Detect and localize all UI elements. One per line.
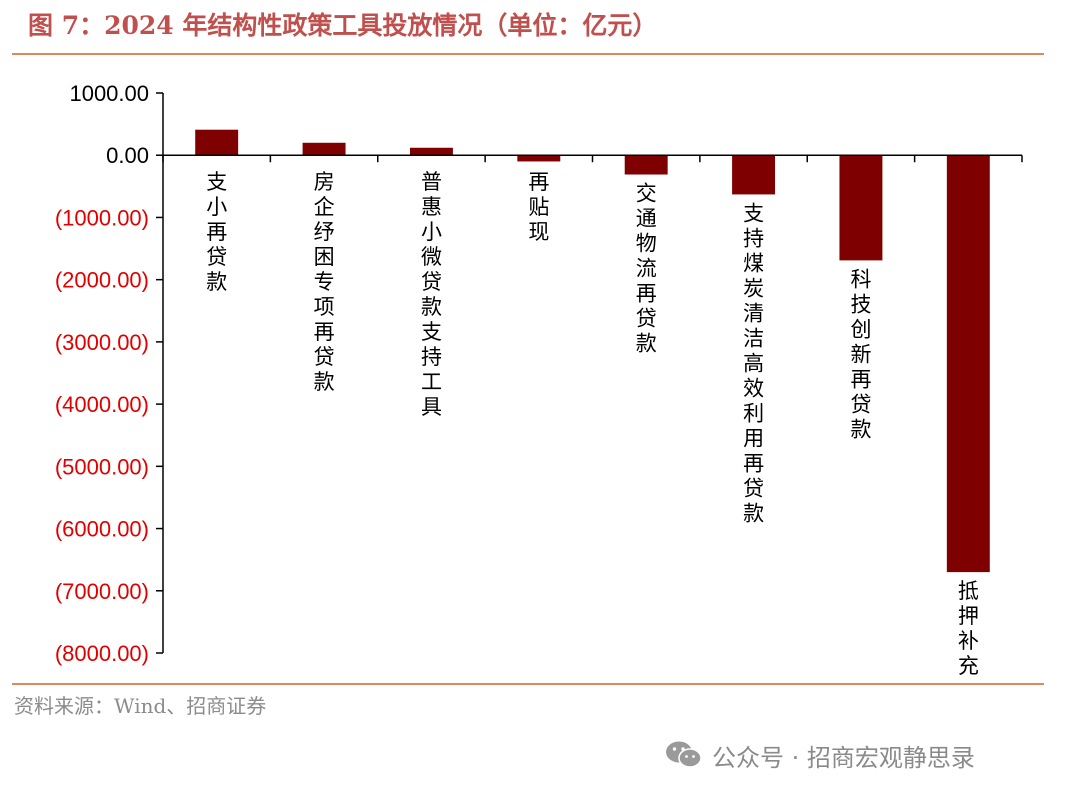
x-tick-label: 普惠小微贷款支持工具 — [421, 170, 442, 419]
bar — [195, 129, 239, 156]
bottom-divider — [12, 683, 1044, 685]
x-tick-label: 支小再贷款 — [206, 170, 227, 294]
y-tick-label: (8000.00) — [55, 641, 149, 666]
y-tick-label: 1000.00 — [69, 81, 149, 106]
y-tick-label: (7000.00) — [55, 579, 149, 604]
top-divider — [12, 53, 1044, 55]
x-tick-label: 科技创新再贷款 — [850, 267, 871, 441]
y-tick-label: (1000.00) — [55, 205, 149, 230]
wechat-icon — [666, 741, 702, 768]
bar — [302, 142, 346, 156]
bar — [732, 155, 776, 195]
y-tick-label: (3000.00) — [55, 330, 149, 355]
watermark: 公众号 · 招商宏观静思录 — [664, 735, 975, 775]
chart-title: 图 7：2024 年结构性政策工具投放情况（单位：亿元） — [28, 11, 658, 40]
y-tick-label: (5000.00) — [55, 454, 149, 479]
x-tick-label: 再贴现 — [528, 170, 549, 244]
source-note: 资料来源：Wind、招商证券 — [14, 694, 267, 718]
bar — [839, 155, 883, 261]
x-tick-label: 抵押补充贷款 — [958, 579, 979, 680]
y-tick-label: (2000.00) — [55, 268, 149, 293]
x-tick-label: 交通物流再贷款 — [636, 182, 657, 356]
bar — [517, 155, 561, 162]
x-tick-label: 支持煤炭清洁高效利用再贷款 — [743, 201, 764, 525]
y-tick-label: 0.00 — [106, 143, 149, 168]
bar — [946, 155, 990, 573]
bar-chart: 1000.00 0.00 (1000.00) (2000.00) (3000.00) (4… — [55, 81, 1023, 680]
watermark-text: 公众号 · 招商宏观静思录 — [712, 743, 975, 772]
y-tick-label: (4000.00) — [55, 392, 149, 417]
y-tick-label: (6000.00) — [55, 517, 149, 542]
x-tick-label: 房企纾困专项再贷款 — [314, 170, 335, 394]
bar — [624, 155, 668, 175]
bar — [409, 147, 453, 156]
